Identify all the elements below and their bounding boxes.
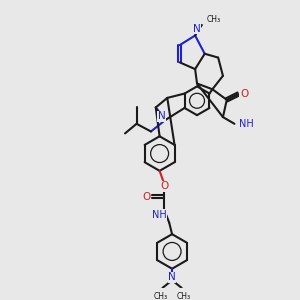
- Text: N: N: [193, 24, 201, 34]
- Text: O: O: [142, 192, 150, 202]
- Text: CH₃: CH₃: [176, 292, 191, 300]
- Text: N: N: [168, 272, 176, 282]
- Text: CH₃: CH₃: [207, 15, 221, 24]
- Text: O: O: [160, 181, 169, 191]
- Text: O: O: [240, 89, 248, 99]
- Text: N: N: [158, 111, 165, 121]
- Text: CH₃: CH₃: [154, 292, 168, 300]
- Text: NH: NH: [239, 119, 254, 129]
- Text: NH: NH: [152, 210, 167, 220]
